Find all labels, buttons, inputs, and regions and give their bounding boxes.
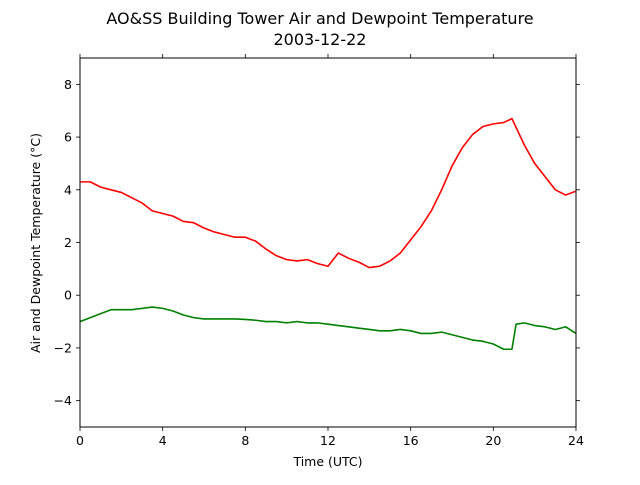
x-axis-ticks: 0 4 8 12 16 20 24 <box>76 54 584 448</box>
x-tick-label: 16 <box>403 433 419 448</box>
y-tick-label: −4 <box>54 393 72 408</box>
y-tick-label: 0 <box>64 288 72 303</box>
x-tick-label: 8 <box>241 433 249 448</box>
y-tick-label: 8 <box>64 77 72 92</box>
y-axis-ticks: −4 −2 0 2 4 6 8 <box>54 77 580 408</box>
x-tick-label: 20 <box>485 433 501 448</box>
x-tick-label: 4 <box>159 433 167 448</box>
y-tick-label: 4 <box>64 182 72 197</box>
y-tick-label: 2 <box>64 235 72 250</box>
plot-frame <box>79 57 577 428</box>
plot-lines <box>79 117 577 351</box>
series-line-0 <box>80 117 577 269</box>
chart-title: AO&SS Building Tower Air and Dewpoint Te… <box>106 9 533 28</box>
series-line-1 <box>79 306 577 351</box>
x-tick-label: 12 <box>320 433 336 448</box>
x-axis-label: Time (UTC) <box>292 454 362 469</box>
chart-subtitle: 2003-12-22 <box>274 30 367 49</box>
y-tick-label: −2 <box>54 340 72 355</box>
x-tick-label: 0 <box>76 433 84 448</box>
x-tick-label: 24 <box>568 433 584 448</box>
y-axis-label: Air and Dewpoint Temperature (°C) <box>28 133 43 353</box>
y-tick-label: 6 <box>64 130 72 145</box>
